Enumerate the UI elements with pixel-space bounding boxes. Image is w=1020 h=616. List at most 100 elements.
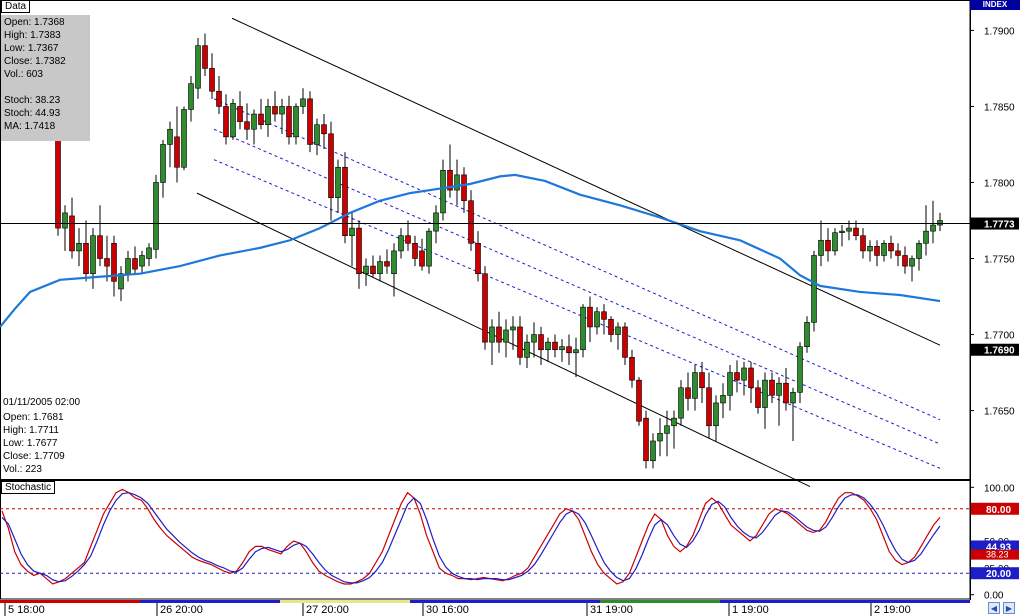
moving-average-line — [0, 173, 941, 328]
candle — [300, 88, 306, 115]
bull-candle-body — [916, 243, 922, 259]
data-open: Open: 1.7368 — [4, 17, 65, 28]
price-tick-label: 1.7700 — [984, 331, 1015, 342]
stochastic-panel[interactable] — [0, 480, 971, 600]
bull-candle-body — [594, 311, 600, 328]
bull-candle-body — [762, 379, 768, 408]
bear-candle-body — [223, 106, 229, 138]
time-tick-label: 1 19:00 — [732, 604, 769, 616]
bull-candle-body — [524, 341, 530, 358]
candle — [727, 364, 733, 411]
bull-candle-body — [671, 417, 677, 427]
bull-candle-body — [832, 232, 838, 252]
candle — [216, 76, 222, 115]
candle — [202, 33, 208, 77]
time-tick-label: 2 19:00 — [874, 604, 911, 616]
candle — [153, 174, 159, 259]
candle — [636, 377, 642, 426]
stoch-current-k-label: 38.23 — [986, 550, 1009, 560]
candle — [601, 304, 607, 335]
stoch-level-tag — [971, 502, 1019, 515]
candle — [748, 361, 754, 403]
candle — [881, 240, 887, 262]
bull-candle-body — [797, 346, 803, 393]
bear-candle-body — [699, 372, 705, 389]
bear-candle-body — [461, 174, 467, 202]
candle — [69, 197, 75, 259]
candle — [762, 372, 768, 429]
bull-candle-body — [188, 83, 194, 110]
bar-open: Open: 1.7681 — [3, 412, 64, 423]
candle — [181, 106, 187, 171]
bull-candle-body — [930, 224, 936, 232]
price-tick-label: 1.7850 — [984, 102, 1015, 113]
time-tick-label: 5 18:00 — [8, 604, 45, 616]
bear-candle-body — [482, 273, 488, 343]
time-axis: 5 18:00 26 20:00 27 20:00 30 16:00 31 19:00 1… — [0, 600, 970, 616]
bear-candle-body — [475, 243, 481, 275]
candle — [629, 349, 635, 388]
bull-candle-body — [454, 174, 460, 191]
data-volume: Vol.: 603 — [4, 69, 43, 80]
price-tick-label: 1.7750 — [984, 255, 1015, 266]
bull-candle-body — [804, 322, 810, 348]
candle — [377, 255, 383, 282]
candle — [321, 114, 327, 150]
bear-candle-body — [97, 235, 103, 259]
candle — [174, 106, 180, 183]
data-close: Close: 1.7382 — [4, 56, 66, 67]
candle — [671, 410, 677, 449]
bear-candle-body — [132, 258, 138, 270]
candle — [825, 228, 831, 262]
bull-candle-body — [125, 258, 131, 275]
candle — [524, 334, 530, 368]
bull-candle-body — [363, 265, 369, 275]
candle — [391, 243, 397, 297]
candle — [916, 240, 922, 271]
stoch-level-label: 80.00 — [986, 505, 1011, 516]
candle — [363, 258, 369, 286]
candle — [209, 53, 215, 99]
candle — [664, 410, 670, 457]
bull-candle-body — [62, 212, 68, 229]
stochastic-panel-title: Stochastic — [1, 481, 56, 494]
bull-candle-body — [580, 306, 586, 351]
price-tick-label: 1.7650 — [984, 407, 1015, 418]
candle — [713, 395, 719, 441]
current-price-tag — [971, 217, 1019, 230]
candle — [755, 380, 761, 414]
bull-candle-body — [937, 220, 943, 226]
bear-candle-body — [384, 261, 390, 267]
scroll-left-button[interactable]: ◀ — [988, 602, 1000, 614]
candle — [468, 190, 474, 251]
candle — [482, 266, 488, 350]
candle — [419, 238, 425, 271]
bull-candle-body — [720, 395, 726, 404]
data-spacer — [4, 81, 87, 94]
bear-candle-body — [209, 68, 215, 92]
price-frame — [0, 0, 971, 480]
bear-candle-body — [566, 346, 572, 354]
bear-candle-body — [342, 166, 348, 236]
price-panel[interactable] — [0, 0, 971, 488]
scroll-right-button[interactable]: ▶ — [1003, 602, 1015, 614]
bar-timestamp: 01/11/2005 02:00 — [3, 397, 81, 408]
bull-candle-body — [489, 326, 495, 343]
candle — [426, 228, 432, 274]
bull-candle-body — [811, 255, 817, 323]
candle — [615, 322, 621, 350]
candle — [195, 38, 201, 99]
candle — [685, 372, 691, 411]
candle — [328, 121, 334, 221]
channel-line — [231, 17, 941, 346]
bull-candle-body — [664, 425, 670, 434]
bull-candle-body — [181, 109, 187, 168]
bull-candle-body — [300, 98, 306, 107]
current-price-label: 1.7773 — [984, 220, 1015, 231]
bull-candle-body — [433, 212, 439, 232]
bear-candle-body — [748, 367, 754, 389]
bull-candle-body — [839, 230, 845, 233]
candle — [769, 372, 775, 403]
data-stoch-1: Stoch: 38.23 — [4, 95, 61, 106]
